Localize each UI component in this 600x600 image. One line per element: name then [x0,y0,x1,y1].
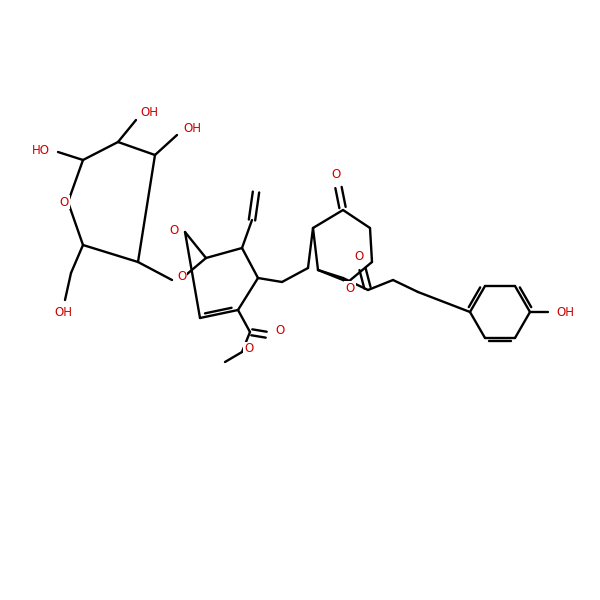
Text: O: O [355,251,364,263]
Text: O: O [177,271,186,283]
Text: HO: HO [32,143,50,157]
Text: OH: OH [140,106,158,118]
Text: O: O [59,196,68,208]
Text: O: O [170,223,179,236]
Text: OH: OH [183,122,201,136]
Text: O: O [346,281,355,295]
Text: O: O [331,169,341,181]
Text: O: O [244,343,253,355]
Text: OH: OH [54,305,72,319]
Text: OH: OH [556,305,574,319]
Text: O: O [275,325,284,337]
